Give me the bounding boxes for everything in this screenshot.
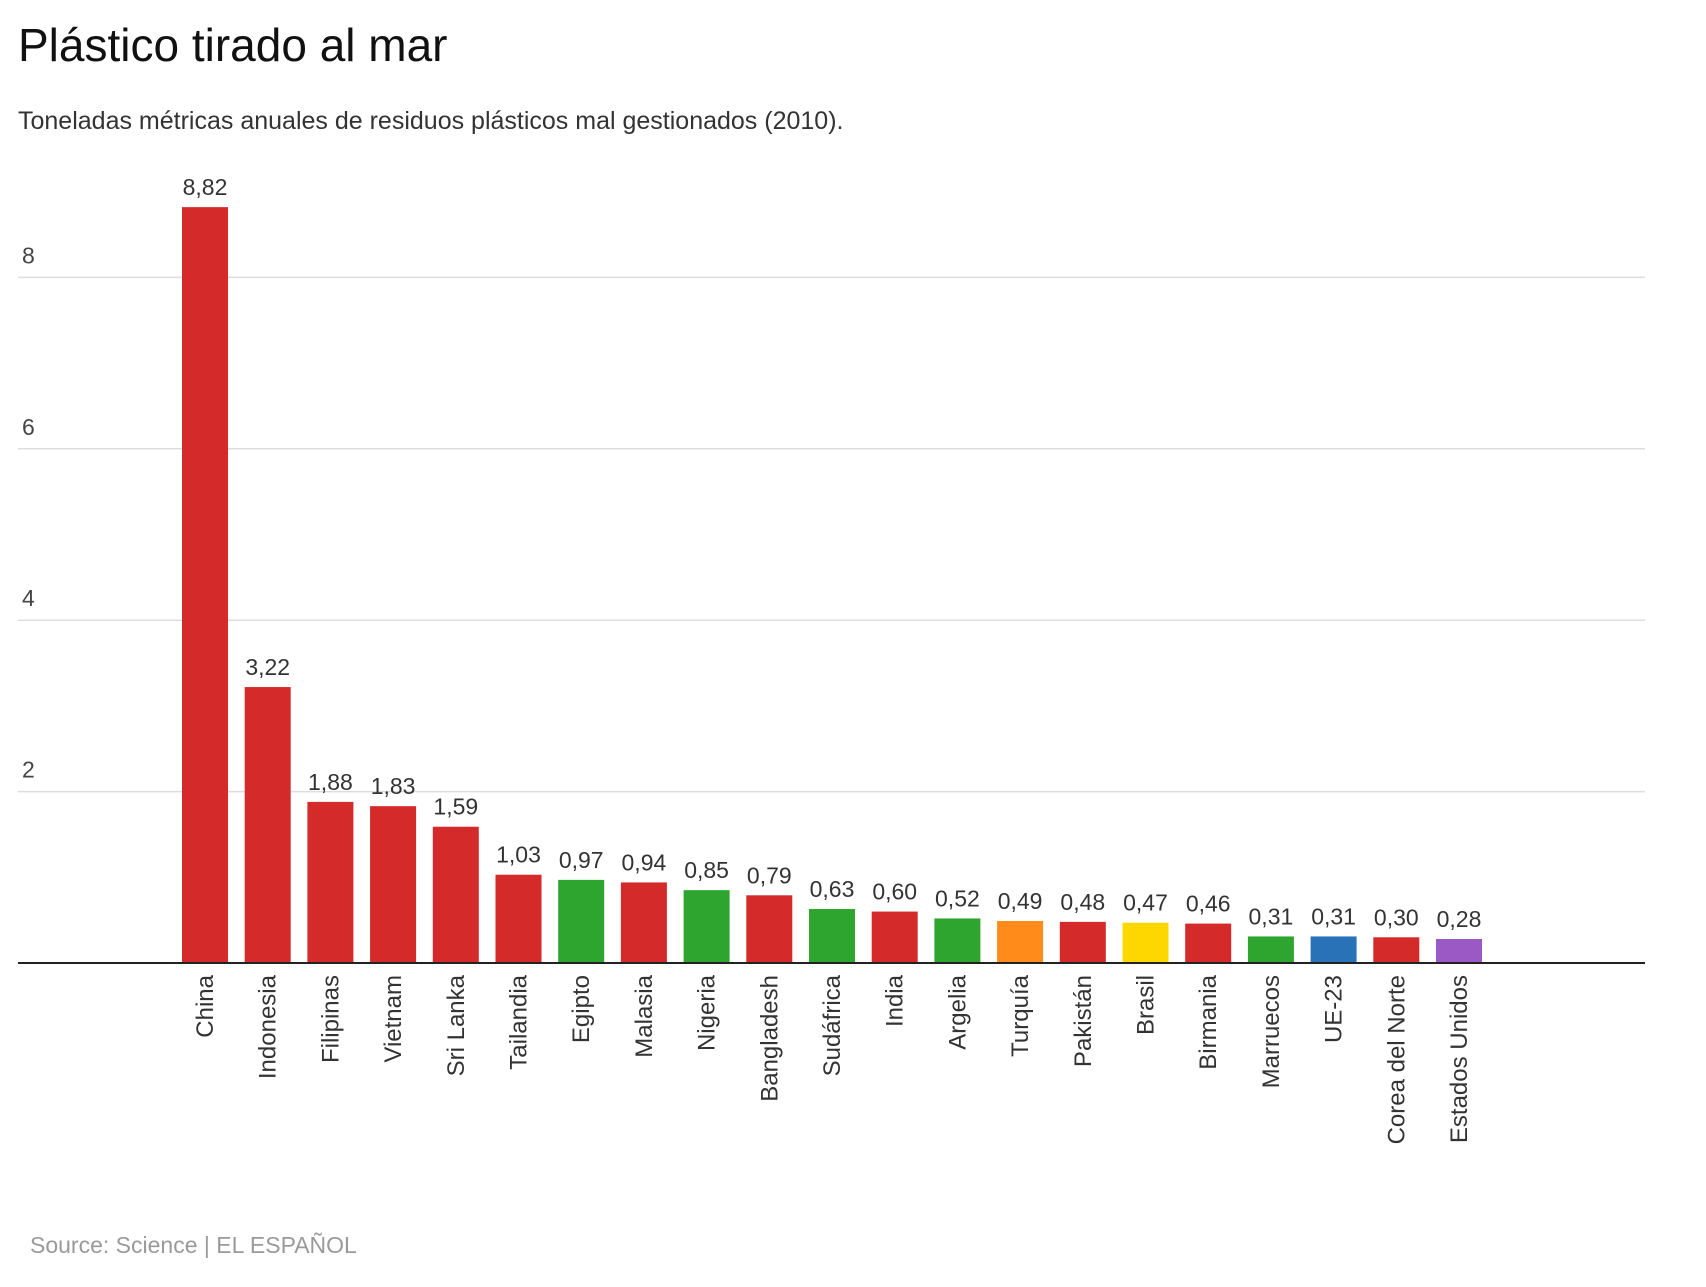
bar bbox=[1310, 936, 1357, 963]
bar bbox=[370, 806, 417, 963]
x-tick-label: Birmania bbox=[1195, 974, 1222, 1069]
value-labels: 8,82 3,22 1,88 1,83 1,59 1,03 0,97 0,94 0,85 0,79… bbox=[183, 174, 1482, 932]
x-tick-label: Indonesia bbox=[255, 974, 282, 1079]
bar bbox=[1059, 921, 1106, 963]
bars bbox=[182, 207, 1482, 964]
x-tick-label: Filipinas bbox=[317, 975, 344, 1063]
bar-value-label: 0,85 bbox=[684, 857, 729, 883]
x-tick-label: Vietnam bbox=[380, 975, 407, 1063]
bar bbox=[432, 826, 479, 963]
x-tick-label: Estados Unidos bbox=[1446, 975, 1473, 1143]
bar-value-label: 0,30 bbox=[1374, 904, 1419, 930]
x-tick-label: China bbox=[192, 974, 219, 1037]
bar bbox=[997, 921, 1044, 963]
chart-title: Plástico tirado al mar bbox=[18, 19, 448, 71]
x-tick-label: UE-23 bbox=[1321, 975, 1348, 1043]
bar bbox=[746, 895, 793, 963]
bar-value-label: 1,59 bbox=[433, 794, 478, 820]
y-tick-label: 4 bbox=[22, 585, 35, 611]
x-tick-label: Tailandia bbox=[506, 974, 533, 1069]
bar bbox=[871, 911, 918, 963]
x-tick-label: Nigeria bbox=[694, 974, 721, 1051]
bar-value-label: 0,31 bbox=[1249, 903, 1294, 929]
bar-value-label: 0,97 bbox=[559, 847, 604, 873]
bar bbox=[182, 207, 228, 964]
x-tick-label: India bbox=[882, 974, 909, 1027]
bar bbox=[307, 801, 354, 963]
y-tick-label: 6 bbox=[22, 414, 35, 440]
bar-value-label: 3,22 bbox=[245, 654, 290, 680]
bar bbox=[683, 890, 730, 963]
bar-value-label: 8,82 bbox=[183, 174, 228, 200]
x-tick-label: Brasil bbox=[1133, 975, 1160, 1035]
bar-value-label: 0,94 bbox=[622, 849, 667, 875]
bar bbox=[558, 879, 605, 963]
bar-value-label: 0,31 bbox=[1311, 903, 1356, 929]
bar-value-label: 0,47 bbox=[1123, 890, 1168, 916]
x-tick-label: Sri Lanka bbox=[443, 974, 470, 1076]
bar-value-label: 0,48 bbox=[1060, 889, 1105, 915]
x-tick-label: Sudáfrica bbox=[819, 974, 846, 1076]
x-tick-label: Egipto bbox=[568, 975, 595, 1043]
bar bbox=[809, 909, 855, 963]
bar-value-label: 0,49 bbox=[998, 888, 1043, 914]
x-tick-label: Bangladesh bbox=[756, 975, 783, 1102]
bar bbox=[495, 874, 542, 963]
bar bbox=[1185, 923, 1232, 963]
x-tick-label: Turquía bbox=[1007, 974, 1034, 1056]
x-axis-labels: China Indonesia Filipinas Vietnam Sri Lanka T… bbox=[192, 974, 1473, 1144]
bar-value-label: 0,63 bbox=[810, 876, 855, 902]
x-tick-label: Argelia bbox=[944, 974, 971, 1049]
y-tick-label: 8 bbox=[22, 242, 35, 268]
bar-value-label: 0,60 bbox=[872, 879, 917, 905]
bar bbox=[620, 882, 667, 963]
bar bbox=[1436, 939, 1482, 963]
x-tick-label: Malasia bbox=[631, 974, 658, 1057]
bar-value-label: 1,03 bbox=[496, 842, 541, 868]
bar bbox=[1122, 922, 1169, 963]
x-tick-label: Corea del Norte bbox=[1383, 975, 1410, 1144]
bar-value-label: 0,79 bbox=[747, 862, 792, 888]
bar-value-label: 0,46 bbox=[1186, 891, 1231, 917]
bar bbox=[1247, 936, 1294, 963]
bar-value-label: 1,83 bbox=[371, 773, 416, 799]
bar bbox=[244, 687, 291, 963]
x-tick-label: Pakistán bbox=[1070, 975, 1097, 1067]
y-tick-label: 2 bbox=[22, 757, 35, 783]
bar-value-label: 0,52 bbox=[935, 885, 980, 911]
chart-subtitle: Toneladas métricas anuales de residuos p… bbox=[18, 107, 844, 135]
bar bbox=[1373, 937, 1420, 963]
bar bbox=[934, 918, 981, 963]
source-note: Source: Science | EL ESPAÑOL bbox=[30, 1232, 357, 1258]
x-tick-label: Marruecos bbox=[1258, 975, 1285, 1088]
bar-value-label: 0,28 bbox=[1437, 906, 1482, 932]
bar-value-label: 1,88 bbox=[308, 769, 353, 795]
y-axis-ticks: 2 4 6 8 bbox=[22, 242, 35, 782]
